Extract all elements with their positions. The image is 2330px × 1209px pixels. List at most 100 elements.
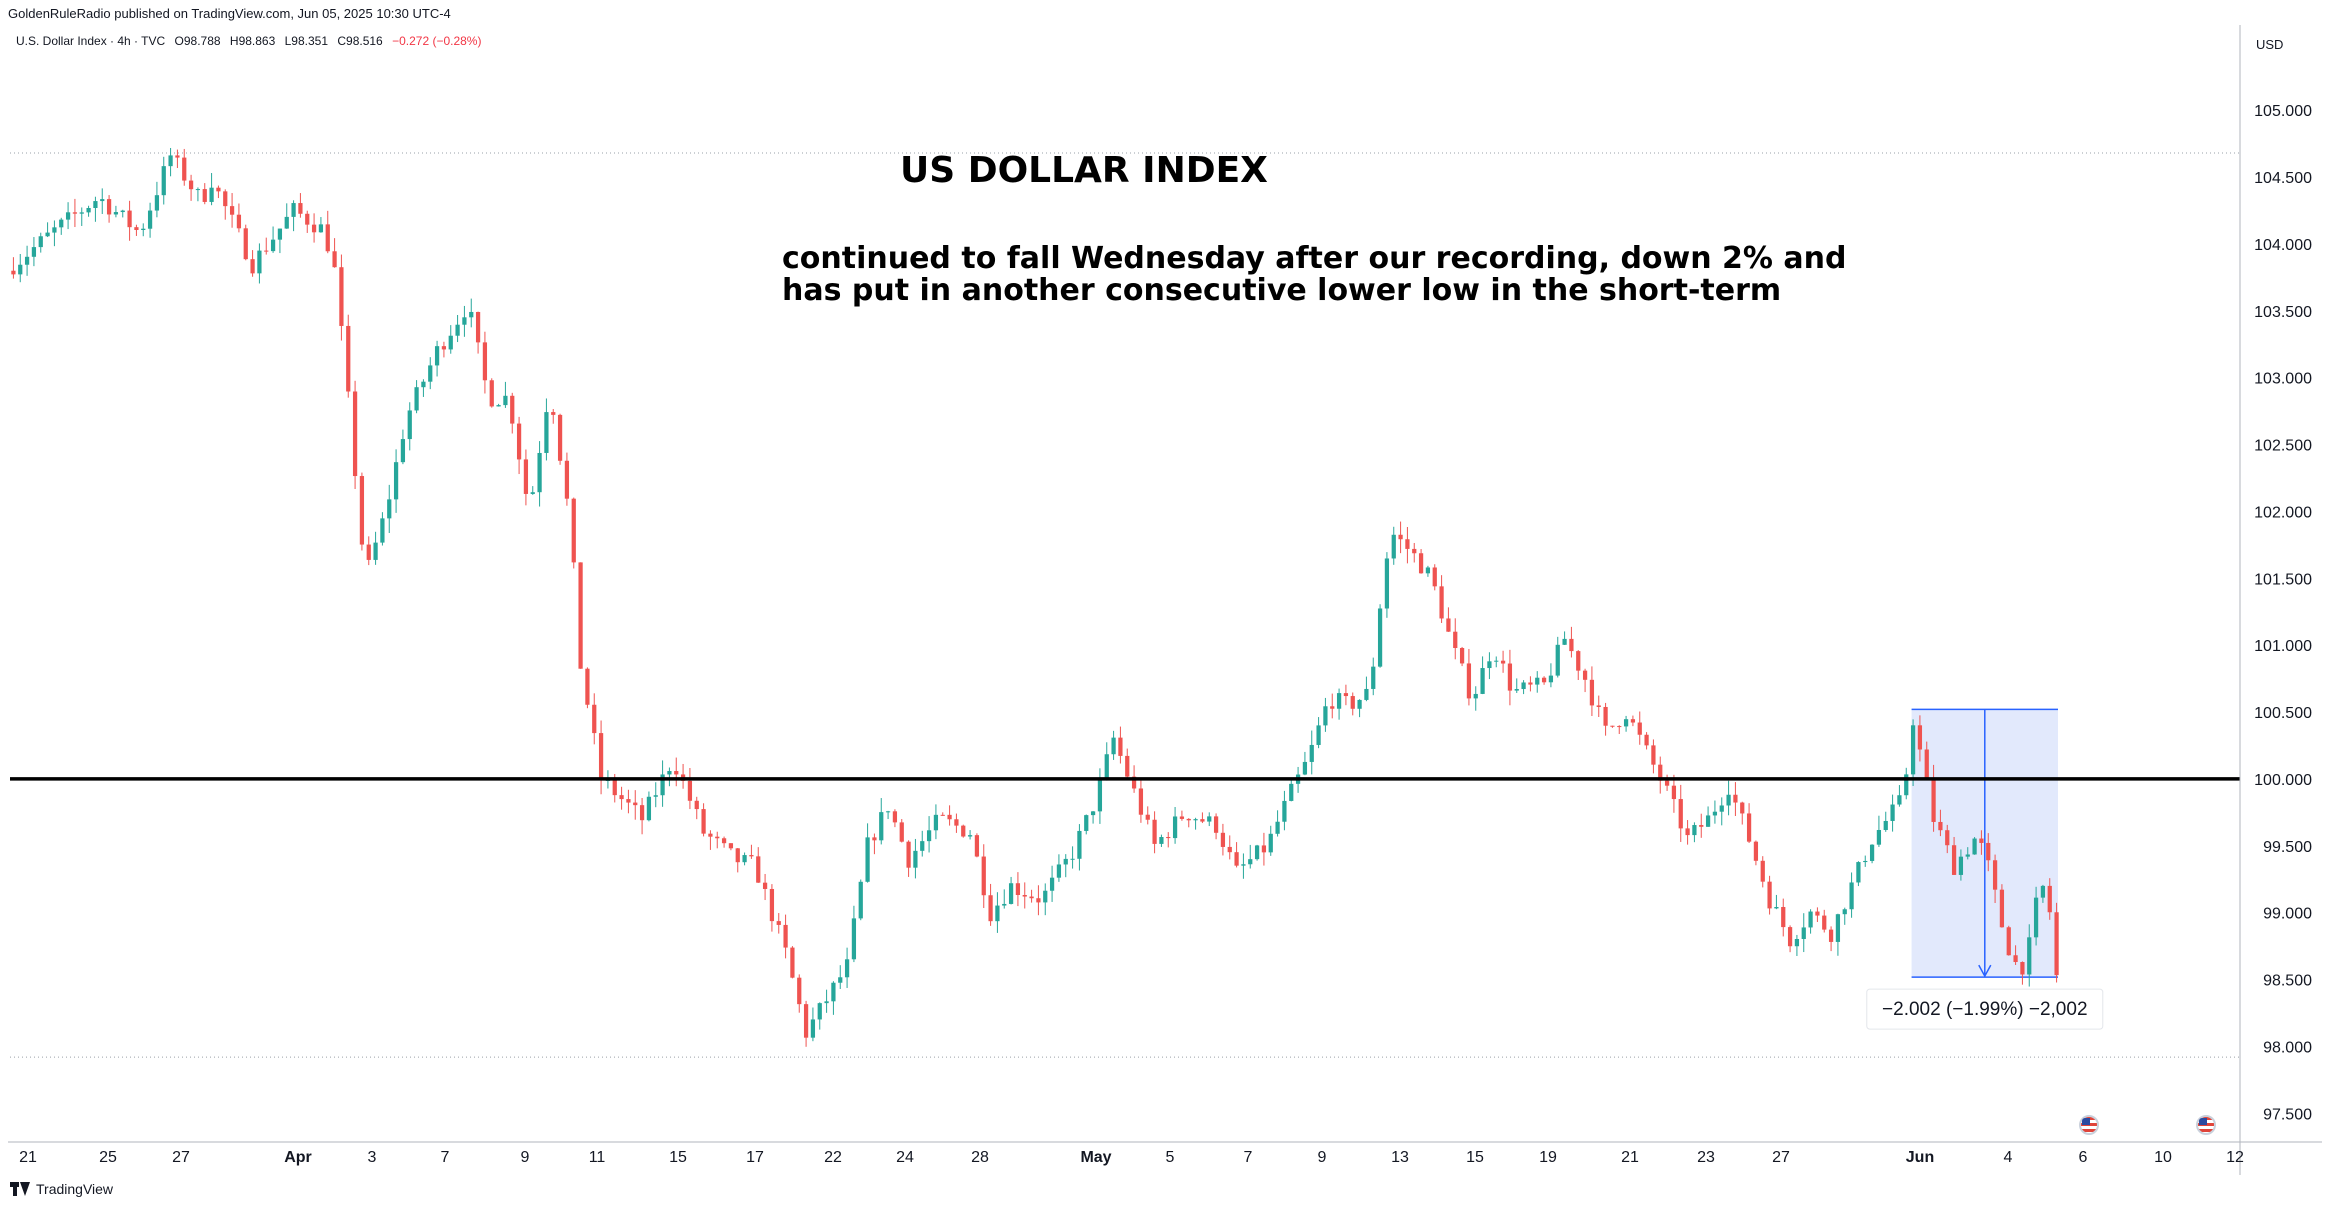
- ohlc-change: −0.272 (−0.28%): [392, 34, 482, 48]
- chart-title-annotation[interactable]: US DOLLAR INDEX: [900, 150, 1268, 191]
- candle: [530, 486, 535, 495]
- price-tick-label: 97.500: [2263, 1106, 2312, 1123]
- candle: [995, 892, 1000, 933]
- footer-brand[interactable]: TradingView: [10, 1181, 113, 1197]
- candle: [551, 408, 556, 424]
- candle: [79, 207, 84, 226]
- price-tick-label: 104.500: [2254, 170, 2312, 187]
- candle: [653, 782, 658, 808]
- candle: [18, 254, 23, 283]
- candle: [1282, 790, 1287, 831]
- candle: [72, 198, 78, 228]
- candle: [134, 224, 139, 236]
- us-flag-event-icon[interactable]: [2079, 1115, 2099, 1135]
- candle: [298, 193, 303, 218]
- candle: [721, 836, 727, 848]
- candle: [701, 803, 706, 837]
- candle: [803, 1000, 809, 1047]
- time-tick-label: Jun: [1906, 1149, 1934, 1166]
- price-axis-currency[interactable]: USD: [2256, 37, 2283, 52]
- candle: [1200, 812, 1205, 824]
- candle: [817, 1002, 822, 1030]
- candle: [762, 873, 768, 901]
- candle: [1316, 717, 1321, 749]
- price-tick-label: 104.000: [2254, 237, 2312, 254]
- candle: [1835, 913, 1841, 956]
- candle: [1528, 676, 1533, 692]
- candle: [1002, 889, 1007, 909]
- candle: [947, 805, 952, 826]
- price-tick-label: 98.500: [2263, 973, 2312, 990]
- candle: [1671, 774, 1677, 813]
- candle: [448, 325, 453, 354]
- candle: [1186, 818, 1191, 828]
- candle: [510, 392, 515, 434]
- candle: [1610, 725, 1615, 728]
- candle: [1022, 882, 1027, 909]
- time-tick-label: 24: [896, 1149, 914, 1166]
- candle: [175, 149, 180, 169]
- candle: [749, 844, 754, 859]
- candle: [1097, 768, 1103, 824]
- candle: [1049, 865, 1055, 902]
- candle: [1268, 825, 1273, 856]
- candle: [380, 512, 385, 546]
- candle: [2006, 925, 2011, 956]
- candle: [633, 790, 638, 820]
- candle: [482, 331, 488, 394]
- symbol-label[interactable]: U.S. Dollar Index · 4h · TVC: [16, 34, 166, 48]
- candle: [851, 905, 857, 963]
- candle: [899, 819, 904, 843]
- candle: [1863, 855, 1868, 867]
- candle: [1562, 631, 1567, 646]
- candle: [974, 833, 980, 858]
- candle: [311, 213, 317, 243]
- price-tick-label: 103.000: [2254, 371, 2312, 388]
- candle: [305, 210, 310, 233]
- candle: [1254, 844, 1260, 861]
- candle: [1589, 666, 1595, 717]
- price-tick-label: 99.000: [2263, 906, 2312, 923]
- time-tick-label: 21: [19, 1149, 37, 1166]
- candle: [913, 838, 918, 879]
- candle: [264, 237, 269, 255]
- candle: [981, 844, 986, 909]
- candle: [1207, 812, 1212, 827]
- candle: [1480, 656, 1485, 695]
- candle: [1138, 779, 1144, 823]
- ohlc-high: H98.863: [229, 34, 276, 48]
- candle: [257, 243, 262, 284]
- candle: [831, 981, 836, 1015]
- candle: [728, 843, 734, 851]
- time-tick-label: 23: [1697, 1149, 1715, 1166]
- candle: [168, 147, 173, 177]
- candle: [1917, 715, 1923, 762]
- candle: [769, 884, 775, 932]
- time-tick-label: 4: [2004, 1149, 2013, 1166]
- candle: [1958, 849, 1964, 881]
- candle: [1500, 650, 1506, 673]
- candle: [1453, 618, 1458, 660]
- candle: [1842, 907, 1847, 925]
- candle: [366, 536, 371, 566]
- time-tick-label: 12: [2226, 1149, 2244, 1166]
- candle: [1740, 801, 1745, 825]
- candle: [1883, 811, 1888, 832]
- candle: [154, 181, 160, 218]
- note-annotation-line1[interactable]: continued to fall Wednesday after our re…: [782, 241, 1847, 276]
- candle: [1227, 835, 1232, 860]
- candle: [1787, 925, 1793, 953]
- candle: [1938, 809, 1943, 837]
- candle: [776, 913, 781, 934]
- time-tick-label: 27: [1772, 1149, 1790, 1166]
- candle: [52, 220, 57, 247]
- candle: [961, 824, 966, 838]
- note-annotation-line2[interactable]: has put in another consecutive lower low…: [782, 273, 1781, 308]
- candle: [1118, 726, 1123, 764]
- candle: [1336, 688, 1342, 720]
- candle: [106, 195, 112, 223]
- us-flag-event-icon[interactable]: [2196, 1115, 2216, 1135]
- candle: [407, 402, 412, 451]
